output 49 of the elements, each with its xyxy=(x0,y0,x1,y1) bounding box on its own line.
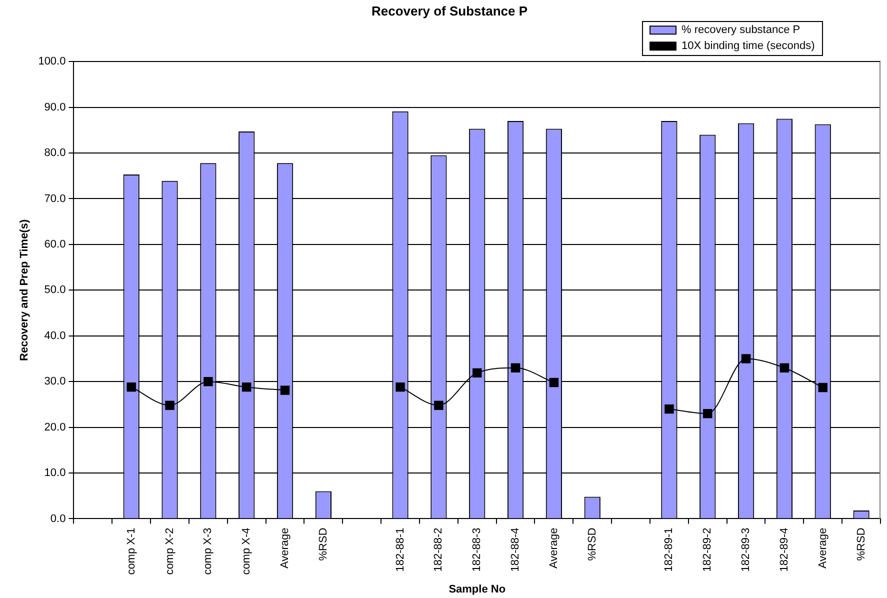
x-tick-label: 182-88-2 xyxy=(432,528,445,572)
y-tick-label: 40.0 xyxy=(44,330,66,342)
point xyxy=(126,382,136,392)
x-tick-label: 182-89-1 xyxy=(663,528,676,572)
legend-label: % recovery substance P xyxy=(682,24,800,36)
point xyxy=(780,363,790,372)
point xyxy=(434,400,444,410)
point xyxy=(818,382,828,392)
y-tick-label: 60.0 xyxy=(44,238,66,250)
x-tick-label: 182-88-4 xyxy=(510,528,522,572)
x-tick-label: comp X-3 xyxy=(202,528,214,575)
point xyxy=(204,376,213,386)
point xyxy=(396,382,405,392)
y-tick-label: 30.0 xyxy=(44,376,66,388)
x-tick-label: 182-89-2 xyxy=(702,528,714,572)
x-tick-label: comp X-2 xyxy=(164,528,176,575)
point xyxy=(549,378,559,388)
y-tick-label: 70.0 xyxy=(44,192,66,205)
y-tick-label: 0.0 xyxy=(50,512,66,525)
point xyxy=(242,382,252,392)
y-tick-label: 90.0 xyxy=(44,101,66,114)
point xyxy=(741,354,751,364)
x-tick-label: comp X-1 xyxy=(125,528,138,575)
x-tick-label: Average xyxy=(548,528,560,569)
y-tick-label: 20.0 xyxy=(44,421,66,434)
x-tick-label: 182-89-4 xyxy=(778,528,790,572)
x-tick-label: 182-88-1 xyxy=(394,528,406,572)
x-tick-label: 182-89-3 xyxy=(740,528,752,572)
x-tick-label: comp X-4 xyxy=(240,528,253,575)
legend-label: 10X binding time (seconds) xyxy=(682,40,815,52)
y-tick-label: 80.0 xyxy=(44,147,66,160)
chart-title: Recovery of Substance P xyxy=(371,3,528,18)
point xyxy=(510,363,520,372)
point xyxy=(280,386,290,395)
point xyxy=(472,368,482,378)
x-tick-label: %RSD xyxy=(855,528,868,561)
x-tick-label: Average xyxy=(816,528,829,569)
point xyxy=(664,404,674,414)
x-tick-label: 182-88-3 xyxy=(471,528,484,572)
y-tick-label: 100.0 xyxy=(38,56,66,68)
point xyxy=(703,408,712,418)
point xyxy=(165,400,174,410)
x-tick-label: %RSD xyxy=(317,528,330,561)
x-axis-title: Sample No xyxy=(448,583,506,596)
y-tick-label: 50.0 xyxy=(44,284,66,296)
y-tick-label: 10.0 xyxy=(44,467,66,480)
y-axis-title: Recovery and Prep Time(s) xyxy=(18,219,31,361)
x-tick-label: Average xyxy=(279,528,292,569)
x-tick-label: %RSD xyxy=(586,528,598,561)
